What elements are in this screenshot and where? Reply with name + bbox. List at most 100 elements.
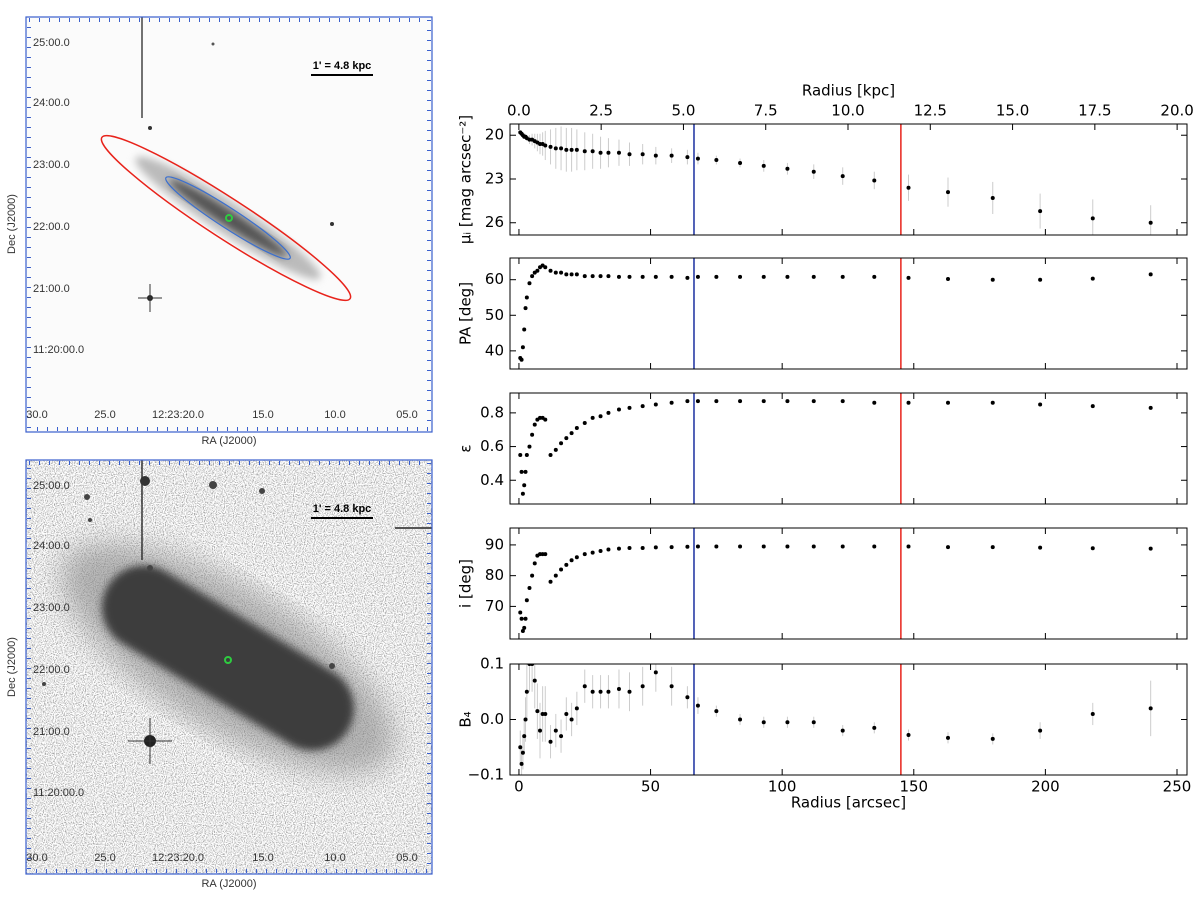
point <box>616 150 621 155</box>
star <box>42 682 46 686</box>
point <box>714 709 719 714</box>
image-frame <box>25 16 433 433</box>
plot-area <box>518 258 1153 369</box>
y-axis-label: Dec (J2000) <box>6 194 18 254</box>
point <box>695 544 700 549</box>
point <box>559 567 564 572</box>
point <box>945 735 950 740</box>
point <box>785 399 790 404</box>
plot-frame <box>509 257 1188 370</box>
point <box>714 544 719 549</box>
x-tick-label: 200 <box>1031 778 1060 796</box>
point <box>543 711 548 716</box>
point <box>530 573 535 578</box>
point <box>564 272 569 277</box>
plot-area <box>518 528 1153 639</box>
point <box>714 158 719 163</box>
star <box>84 494 90 500</box>
point <box>906 400 911 405</box>
point <box>627 545 632 550</box>
x2-tick-label: 12.5 <box>914 102 947 120</box>
point <box>840 544 845 549</box>
point <box>761 544 766 549</box>
point <box>1090 276 1095 281</box>
point <box>1038 277 1043 282</box>
point <box>590 550 595 555</box>
point <box>564 147 569 152</box>
point <box>685 275 690 280</box>
point <box>606 274 611 279</box>
point <box>669 274 674 279</box>
point <box>538 728 543 733</box>
point <box>590 415 595 420</box>
point <box>811 544 816 549</box>
point <box>653 670 658 675</box>
ra-tick-label: 12:23:20.0 <box>152 409 204 421</box>
point <box>606 150 611 155</box>
dec-tick-label: 24:00.0 <box>33 97 70 109</box>
point <box>598 549 603 554</box>
point <box>811 274 816 279</box>
point <box>519 761 524 766</box>
point <box>569 717 574 722</box>
point <box>520 345 525 350</box>
ra-tick-label: 05.0 <box>396 852 417 864</box>
dec-tick-label: 21:00.0 <box>33 283 70 295</box>
ra-tick-label: 10.0 <box>324 409 345 421</box>
point <box>582 420 587 425</box>
point <box>532 561 537 566</box>
point <box>840 728 845 733</box>
point <box>548 579 553 584</box>
x2-tick-label: 2.5 <box>589 102 613 120</box>
point <box>761 399 766 404</box>
x2-tick-label: 15.0 <box>996 102 1029 120</box>
point <box>564 562 569 567</box>
point <box>569 431 574 436</box>
star <box>147 565 153 571</box>
y-axis-label: Dec (J2000) <box>6 637 18 697</box>
y-tick-label: 0.8 <box>480 403 504 421</box>
outer-ellipse <box>100 134 352 302</box>
point <box>653 545 658 550</box>
point <box>685 695 690 700</box>
point <box>574 706 579 711</box>
plot-area <box>518 124 1153 235</box>
x2-axis-label: Radius [kpc] <box>802 82 895 100</box>
star <box>259 488 265 494</box>
point <box>840 399 845 404</box>
y-tick-label: 40 <box>485 341 504 359</box>
point <box>872 725 877 730</box>
star <box>329 663 335 669</box>
point <box>548 452 553 457</box>
point <box>669 153 674 158</box>
point <box>616 274 621 279</box>
point <box>582 274 587 279</box>
y-axis-label: ε <box>457 444 475 452</box>
point <box>653 402 658 407</box>
y-tick-label: 26 <box>485 213 504 231</box>
y-axis-label: B₄ <box>457 711 475 727</box>
x-axis-label: Radius [arcsec] <box>791 794 906 812</box>
point <box>990 736 995 741</box>
plot-panel: 20 23 26 0.0 2.5 5.0 7.5 10.0 12.5 15.0 17.5 20.0 Ra… <box>457 82 1194 245</box>
point <box>559 734 564 739</box>
y-tick-label: 23 <box>485 169 504 187</box>
point <box>535 709 540 714</box>
point <box>523 469 528 474</box>
point <box>543 143 548 148</box>
point <box>640 152 645 157</box>
point <box>669 684 674 689</box>
x-axis-label: RA (J2000) <box>201 878 256 890</box>
point <box>530 432 535 437</box>
point <box>553 270 558 275</box>
point <box>520 491 525 496</box>
image-frame <box>25 459 433 875</box>
point <box>574 147 579 152</box>
point <box>590 274 595 279</box>
ra-tick-label: 30.0 <box>26 852 47 864</box>
point <box>616 546 621 551</box>
point <box>811 399 816 404</box>
galaxy-disk <box>169 179 287 257</box>
point <box>598 414 603 419</box>
